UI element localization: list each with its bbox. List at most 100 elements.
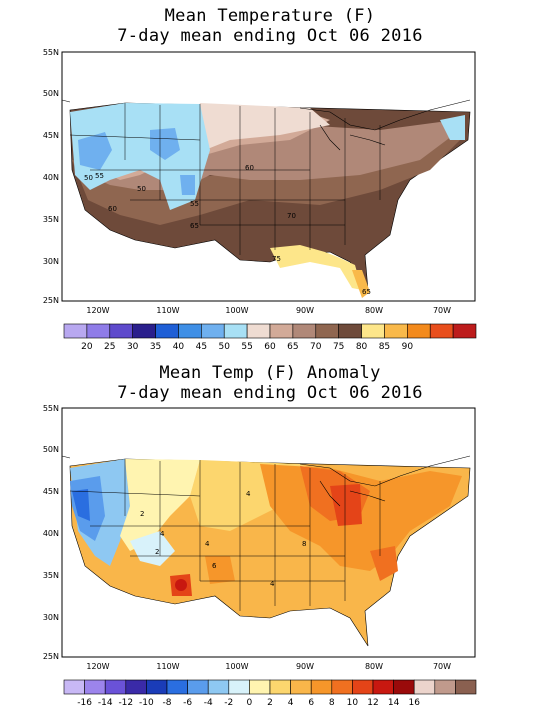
contour-labels: 50 55 50 60 55 60 65 70 75 65 xyxy=(84,164,371,296)
legend-swatch xyxy=(178,323,202,339)
lat-label: 40N xyxy=(43,529,59,538)
legend-swatch xyxy=(125,679,147,695)
region-75-80-gulf xyxy=(270,245,362,290)
contour-label: 60 xyxy=(245,164,254,172)
lon-label: 120W xyxy=(86,662,109,671)
lat-label: 35N xyxy=(43,215,59,224)
legend-label: 2 xyxy=(267,698,273,708)
region-maine-cool xyxy=(440,115,465,140)
legend-label: 80 xyxy=(356,342,368,352)
lat-label: 55N xyxy=(43,404,59,413)
anomaly-8-10-carolinas xyxy=(370,546,398,581)
legend-swatch xyxy=(187,679,209,695)
legend-label: 50 xyxy=(218,342,230,352)
legend-swatch xyxy=(207,679,230,695)
anomaly-10-12-michigan xyxy=(330,484,362,526)
temperature-legend: 20 25 30 35 40 45 50 55 60 65 70 75 80 85 90 xyxy=(63,323,477,352)
lon-label: 100W xyxy=(225,306,248,315)
panel2-title: Mean Temp (F) Anomaly xyxy=(159,363,381,383)
lon-label: 90W xyxy=(296,306,314,315)
region-45-50-colorado xyxy=(180,175,195,195)
legend-swatch xyxy=(155,323,179,339)
legend-swatch xyxy=(201,323,225,339)
lon-label: 80W xyxy=(365,662,383,671)
legend-label: 0 xyxy=(247,698,253,708)
lon-label: 100W xyxy=(225,662,248,671)
legend-swatch xyxy=(352,679,374,695)
legend-swatch xyxy=(455,679,477,695)
legend-swatch xyxy=(86,323,111,339)
legend-label: 75 xyxy=(333,342,344,352)
legend-swatch xyxy=(315,323,339,339)
lon-label: 110W xyxy=(156,306,179,315)
panel1-subtitle: 7-day mean ending Oct 06 2016 xyxy=(117,26,423,46)
anomaly-0-minus xyxy=(130,531,175,566)
contour-label: 8 xyxy=(302,540,306,548)
contour-label: 55 xyxy=(95,172,104,180)
legend-swatch xyxy=(63,679,85,695)
lat-axis: 55N 50N 45N 40N 35N 30N 25N xyxy=(43,48,59,305)
anomaly-hotspot-core xyxy=(175,579,187,591)
legend-label: 16 xyxy=(408,698,420,708)
lon-label: 70W xyxy=(433,306,451,315)
contour-label: 4 xyxy=(160,530,165,538)
temperature-anomaly-map: 55N 50N 45N 40N 35N 30N 25N 120W 110W 10… xyxy=(43,404,477,708)
region-45-50-mountain xyxy=(150,128,180,160)
legend-swatch xyxy=(429,323,454,339)
anomaly-legend: -16 -14 -12 -10 -8 -6 -4 -2 0 2 4 6 8 10 12 14 16 xyxy=(63,679,477,708)
legend-label: 6 xyxy=(308,698,314,708)
legend-swatch xyxy=(63,323,88,339)
legend-label: -6 xyxy=(183,698,192,708)
contour-label: 4 xyxy=(205,540,210,548)
legend-swatch xyxy=(246,323,271,339)
contour-label: 60 xyxy=(108,205,117,213)
contour-label: 50 xyxy=(84,174,93,182)
legend-label: 60 xyxy=(264,342,276,352)
legend-label: 90 xyxy=(402,342,414,352)
legend-swatch xyxy=(407,323,431,339)
coastlines xyxy=(61,99,471,151)
legend-swatch xyxy=(292,323,317,339)
legend-label: 20 xyxy=(81,342,93,352)
region-55-60-north xyxy=(190,103,330,150)
legend-label: 4 xyxy=(288,698,294,708)
legend-label: 12 xyxy=(367,698,378,708)
legend-label: 35 xyxy=(150,342,161,352)
legend-label: 55 xyxy=(241,342,252,352)
legend-label: -10 xyxy=(139,698,154,708)
contour-label: 2 xyxy=(140,510,144,518)
state-boundaries xyxy=(69,459,381,611)
lon-label: 120W xyxy=(86,306,109,315)
legend-label: 40 xyxy=(173,342,185,352)
contour-label: 55 xyxy=(190,200,199,208)
legend-swatch xyxy=(310,679,333,695)
legend-label: 65 xyxy=(287,342,298,352)
lat-label: 25N xyxy=(43,296,59,305)
legend-swatch xyxy=(84,679,106,695)
contour-label: 4 xyxy=(246,490,251,498)
legend-label: 8 xyxy=(329,698,335,708)
legend-label: 45 xyxy=(196,342,207,352)
contour-label: 50 xyxy=(137,185,146,193)
panel2-subtitle: 7-day mean ending Oct 06 2016 xyxy=(117,383,423,403)
coastlines xyxy=(61,455,471,507)
anomaly-minus-6-minus-4 xyxy=(72,489,90,521)
lat-label: 35N xyxy=(43,571,59,580)
contour-label: 65 xyxy=(362,288,371,296)
legend-swatch xyxy=(331,679,353,695)
us-land xyxy=(69,458,471,647)
lat-label: 30N xyxy=(43,613,59,622)
legend-swatch xyxy=(109,323,133,339)
legend-label: 70 xyxy=(310,342,322,352)
legend-swatch xyxy=(166,679,188,695)
lat-label: 50N xyxy=(43,89,59,98)
legend-swatch xyxy=(413,679,436,695)
lat-label: 55N xyxy=(43,48,59,57)
legend-swatch xyxy=(146,679,168,695)
legend-label: -12 xyxy=(118,698,133,708)
legend-swatch xyxy=(104,679,127,695)
lon-label: 90W xyxy=(296,662,314,671)
legend-label: -2 xyxy=(224,698,233,708)
lat-label: 45N xyxy=(43,487,59,496)
lat-label: 25N xyxy=(43,652,59,661)
